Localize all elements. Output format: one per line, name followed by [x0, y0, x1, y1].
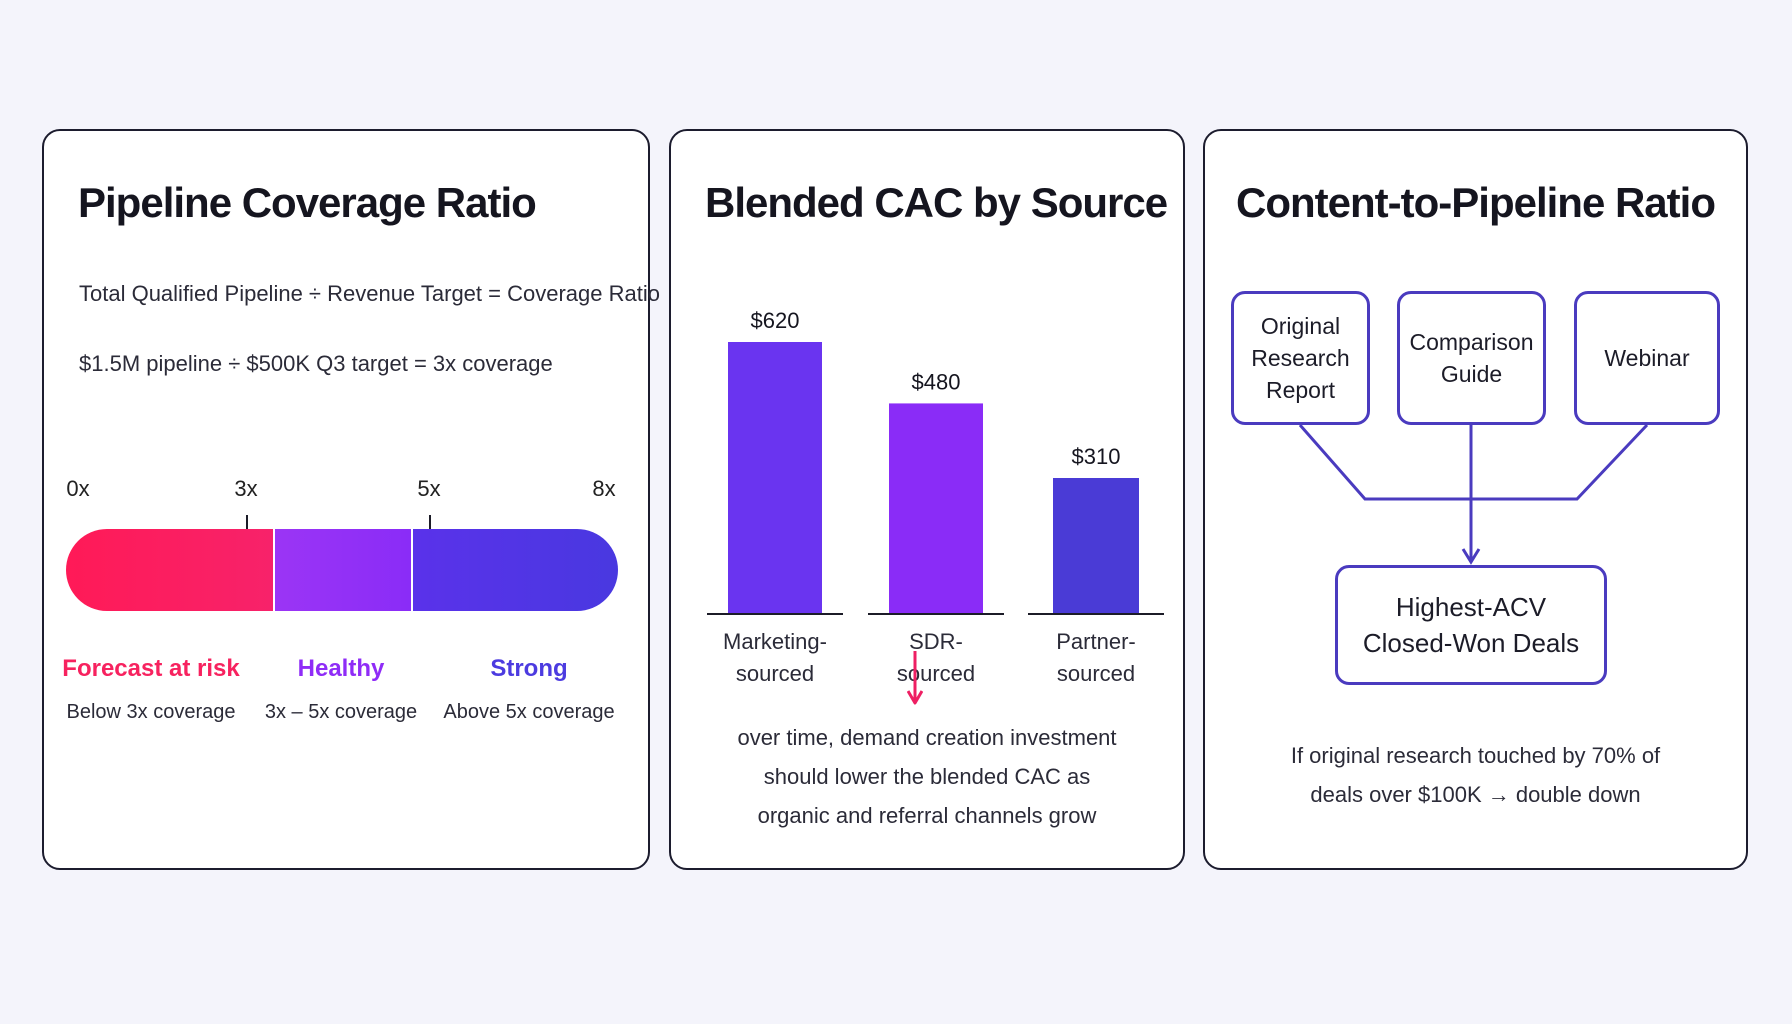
- merge-line: [1298, 423, 1649, 501]
- insight-line-1: If original research touched by 70% of: [1290, 743, 1661, 768]
- cac-category-label-1-0: SDR-: [909, 629, 963, 654]
- cac-category-label-0-0: Marketing-: [723, 629, 827, 654]
- gauge-segment-strong: [411, 529, 618, 611]
- content-pipeline-title: Content-to-Pipeline Ratio: [1236, 179, 1716, 226]
- gauge-tick-0x: 0x: [66, 476, 90, 501]
- down-arrow-icon: [907, 651, 923, 705]
- cac-value-label-2: $310: [1072, 444, 1121, 469]
- cac-bar-2: [1053, 478, 1139, 614]
- zone-desc-at-risk: Below 3x coverage: [66, 701, 236, 723]
- zone-label-healthy: Healthy: [297, 655, 385, 682]
- gauge-tick-8x: 8x: [592, 476, 616, 501]
- cac-note-line-2: should lower the blended CAC as: [763, 764, 1091, 789]
- cac-category-label-2-1: sourced: [1057, 661, 1135, 686]
- cac-bar-0: [728, 342, 822, 614]
- coverage-example: $1.5M pipeline ÷ $500K Q3 target = 3x co…: [79, 351, 553, 376]
- gauge-segment-at-risk: [66, 529, 273, 611]
- gauge-marker-3x: [246, 515, 248, 531]
- pipeline-coverage-title: Pipeline Coverage Ratio: [78, 179, 537, 226]
- flow-connectors: [1298, 423, 1649, 565]
- gauge-marker-5x: [429, 515, 431, 531]
- blended-cac-card: Blended CAC by Source $620 Marketing-sour…: [669, 129, 1185, 870]
- source-comparison-guide: Comparison Guide: [1397, 291, 1546, 425]
- flow-arrow-head-icon: [1461, 548, 1481, 565]
- zone-label-strong: Strong: [490, 655, 568, 682]
- cac-bar-chart: $620 Marketing-sourced $480 SDR-sourced $310…: [707, 308, 1164, 686]
- closed-won-result-box: Highest-ACV Closed-Won Deals: [1335, 565, 1607, 685]
- cac-category-label-0-1: sourced: [736, 661, 814, 686]
- blended-cac-title: Blended CAC by Source: [705, 179, 1168, 226]
- source-webinar: Webinar: [1574, 291, 1720, 425]
- cac-note-line-3: organic and referral channels grow: [757, 803, 1097, 828]
- content-pipeline-card: Content-to-Pipeline Ratio Original Resea…: [1203, 129, 1748, 870]
- zone-label-at-risk: Forecast at risk: [62, 655, 240, 682]
- cac-note-line-1: over time, demand creation investment: [737, 725, 1117, 750]
- cac-category-label-1-1: sourced: [897, 661, 975, 686]
- gauge-tick-3x: 3x: [234, 476, 258, 501]
- cac-value-label-1: $480: [912, 369, 961, 394]
- cac-value-label-0: $620: [751, 308, 800, 333]
- coverage-gauge-bar: [66, 529, 618, 611]
- cac-bar-1: [889, 403, 983, 614]
- source-original-research: Original Research Report: [1231, 291, 1370, 425]
- zone-desc-strong: Above 5x coverage: [443, 701, 615, 723]
- coverage-formula: Total Qualified Pipeline ÷ Revenue Targe…: [79, 281, 660, 306]
- cac-category-label-2-0: Partner-: [1056, 629, 1135, 654]
- gauge-segment-healthy: [273, 529, 411, 611]
- insight-line-2: deals over $100K → double down: [1310, 782, 1641, 807]
- gauge-tick-5x: 5x: [417, 476, 441, 501]
- zone-desc-healthy: 3x – 5x coverage: [264, 701, 418, 723]
- pipeline-coverage-card: Pipeline Coverage Ratio Total Qualified …: [42, 129, 660, 870]
